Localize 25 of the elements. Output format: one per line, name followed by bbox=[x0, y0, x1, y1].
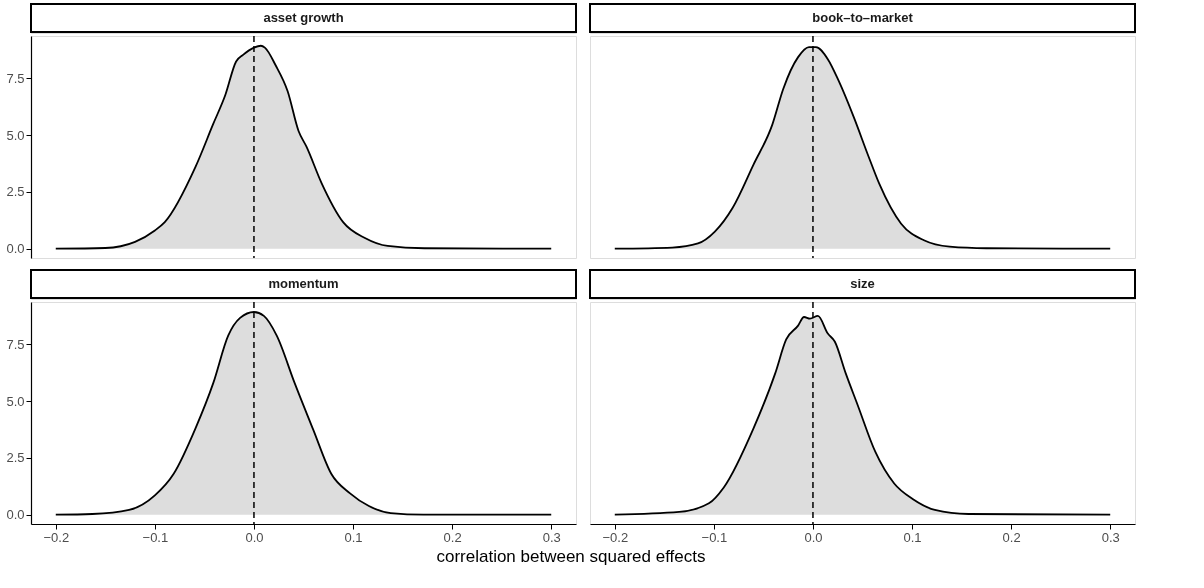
x-tick-label: −0.1 bbox=[701, 529, 728, 545]
x-tick-label: 0.0 bbox=[245, 529, 264, 545]
chart-title: size bbox=[850, 276, 875, 291]
y-tick-label: 7.5 bbox=[6, 336, 25, 352]
x-tick-label: 0.3 bbox=[542, 529, 561, 545]
x-tick-label: 0.3 bbox=[1101, 529, 1120, 545]
y-tick-label: 7.5 bbox=[6, 70, 25, 86]
chart-title: asset growth bbox=[263, 10, 344, 25]
y-tick-label: 2.5 bbox=[6, 184, 25, 200]
x-tick-label: −0.2 bbox=[43, 529, 70, 545]
y-tick-label: 2.5 bbox=[6, 450, 25, 466]
x-axis-title: correlation between squared effects bbox=[436, 546, 706, 566]
y-tick-label: 0.0 bbox=[6, 241, 25, 257]
x-tick-label: −0.2 bbox=[602, 529, 629, 545]
x-tick-label: 0.0 bbox=[804, 529, 823, 545]
x-tick-label: 0.1 bbox=[903, 529, 922, 545]
y-tick-label: 0.0 bbox=[6, 507, 25, 523]
chart-title: momentum bbox=[268, 276, 339, 291]
y-tick-label: 5.0 bbox=[6, 393, 25, 409]
x-tick-label: −0.1 bbox=[142, 529, 169, 545]
x-tick-label: 0.2 bbox=[1002, 529, 1021, 545]
chart-title: book–to–market bbox=[812, 10, 914, 25]
x-tick-label: 0.1 bbox=[344, 529, 363, 545]
x-tick-label: 0.2 bbox=[443, 529, 462, 545]
y-tick-label: 5.0 bbox=[6, 127, 25, 143]
